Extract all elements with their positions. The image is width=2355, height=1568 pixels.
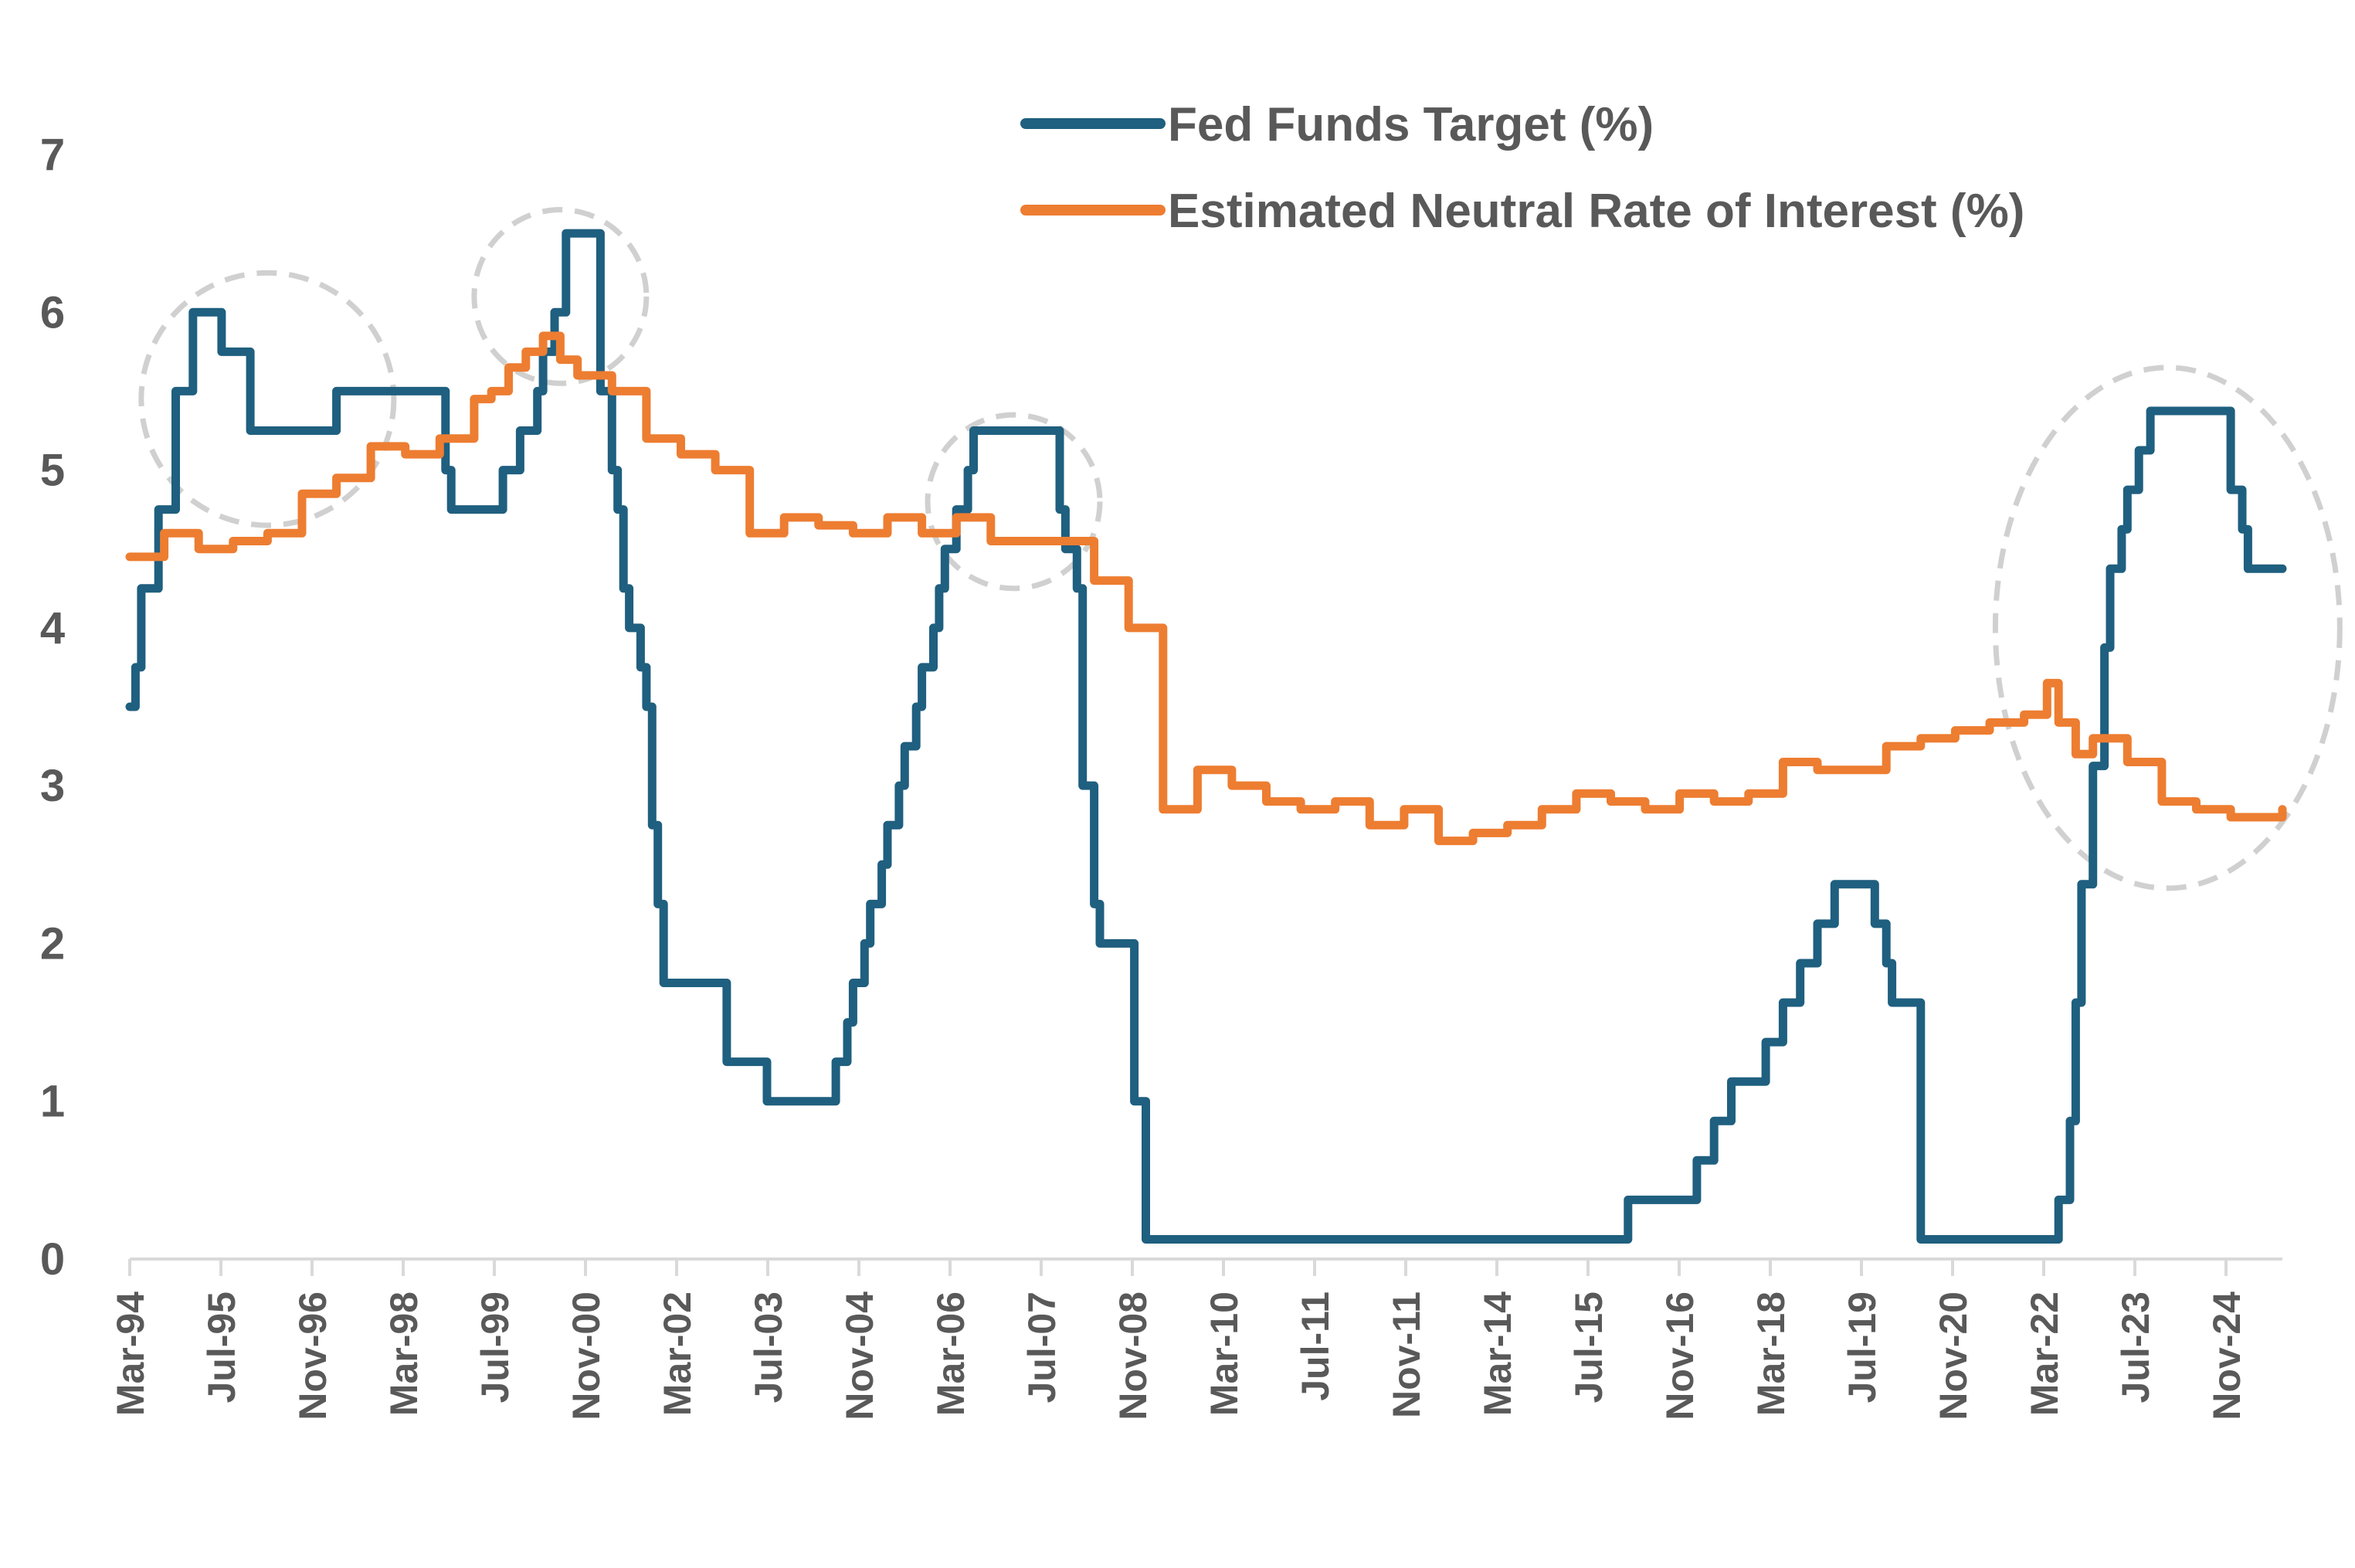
- y-axis-ticks: 0 1 2 3 4 5 6 7: [40, 130, 65, 1285]
- legend-label-fed-funds: Fed Funds Target (%): [1168, 98, 1654, 151]
- y-tick-label: 3: [40, 761, 65, 811]
- x-tick-label: Mar-98: [382, 1291, 426, 1416]
- x-tick-label: Jul-23: [2114, 1291, 2157, 1403]
- y-tick-label: 5: [40, 446, 65, 496]
- x-tick-label: Jul-95: [200, 1291, 243, 1403]
- highlight-ellipse: [1992, 365, 2343, 891]
- y-tick-label: 4: [40, 603, 65, 653]
- x-tick-label: Nov-20: [1932, 1291, 1975, 1420]
- x-tick-label: Jul-03: [747, 1291, 790, 1403]
- x-tick-label: Mar-10: [1203, 1291, 1246, 1416]
- highlight-ellipse: [925, 412, 1103, 592]
- legend: Fed Funds Target (%) Estimated Neutral Ra…: [1020, 98, 2024, 238]
- highlight-ellipses: [138, 207, 2343, 891]
- x-tick-label: Mar-22: [2023, 1291, 2066, 1416]
- x-tick-label: Mar-18: [1749, 1291, 1793, 1416]
- legend-label-neutral-rate: Estimated Neutral Rate of Interest (%): [1168, 185, 2024, 238]
- y-tick-label: 6: [40, 287, 65, 338]
- x-tick-label: Nov-08: [1111, 1291, 1155, 1420]
- x-tick-label: Nov-96: [291, 1291, 334, 1420]
- y-tick-label: 2: [40, 918, 65, 969]
- highlight-ellipse: [471, 207, 650, 386]
- series-fed-funds-line: [125, 229, 2287, 1244]
- x-axis-ticks: Mar-94 Jul-95 Nov-96 Mar-98 Jul-99 Nov-00 Mar-…: [109, 1259, 2248, 1420]
- x-tick-label: Nov-16: [1658, 1291, 1702, 1420]
- x-tick-label: Jul-15: [1567, 1291, 1610, 1403]
- x-tick-label: Nov-04: [838, 1291, 881, 1420]
- x-tick-label: Mar-06: [929, 1291, 972, 1416]
- x-tick-label: Mar-02: [656, 1291, 699, 1416]
- y-tick-label: 7: [40, 130, 65, 180]
- highlight-ellipse: [138, 270, 397, 528]
- x-tick-label: Mar-94: [109, 1291, 152, 1416]
- series-lines: [125, 229, 2287, 1244]
- x-tick-label: Jul-07: [1020, 1291, 1064, 1403]
- series-neutral-rate-line: [125, 331, 2287, 846]
- x-tick-label: Mar-14: [1476, 1291, 1519, 1416]
- y-tick-label: 1: [40, 1077, 65, 1127]
- x-tick-label: Nov-11: [1385, 1291, 1428, 1418]
- x-tick-label: Nov-00: [565, 1291, 608, 1420]
- x-tick-label: Jul-99: [473, 1291, 517, 1403]
- x-tick-label: Jul-11: [1294, 1291, 1337, 1401]
- y-tick-label: 0: [40, 1234, 65, 1285]
- x-tick-label: Jul-19: [1841, 1291, 1884, 1403]
- x-tick-label: Nov-24: [2205, 1291, 2248, 1420]
